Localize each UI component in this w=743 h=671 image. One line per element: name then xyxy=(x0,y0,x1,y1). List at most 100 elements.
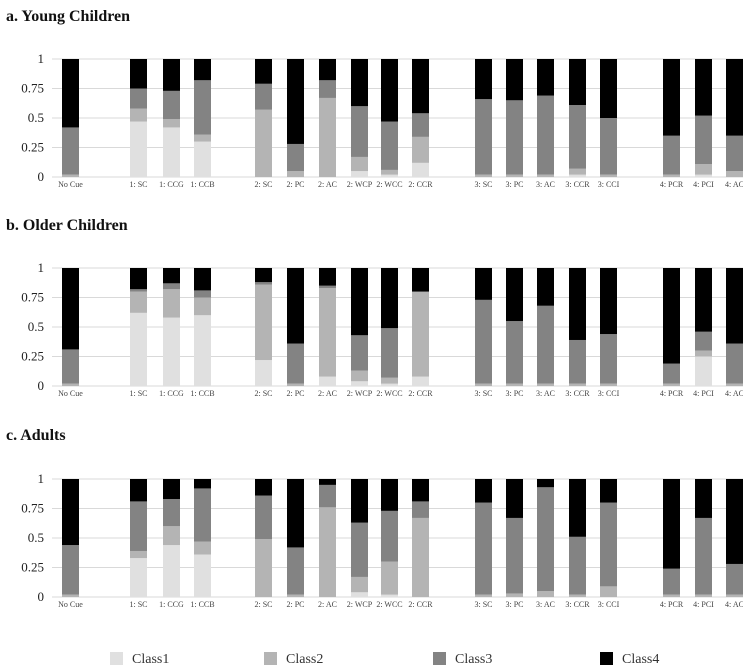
bar-segment-class4 xyxy=(569,59,586,106)
panel-3: c. Adults 0 0.25 0.5 0.75 1 No Cue 1: SC 1: CCG 1… xyxy=(6,427,743,609)
y-tick-label: 0.75 xyxy=(21,290,44,305)
bar-segment-class3 xyxy=(600,334,617,384)
bar-segment-class1 xyxy=(130,558,147,597)
y-tick-label: 0.25 xyxy=(21,349,44,364)
bar-segment-class2 xyxy=(194,297,211,316)
y-tick-label: 0 xyxy=(38,169,45,184)
bar-segment-class2 xyxy=(600,383,617,386)
bar-segment-class1 xyxy=(695,356,712,386)
category-label: 3: CCI xyxy=(598,600,620,609)
category-label: 4: AC xyxy=(725,600,743,609)
bar-segment-class2 xyxy=(130,108,147,122)
bar-segment-class4 xyxy=(163,268,180,284)
bar-segment-class4 xyxy=(569,479,586,537)
category-label: 3: AC xyxy=(536,180,555,189)
bar-segment-class4 xyxy=(600,59,617,118)
bar-segment-class2 xyxy=(726,594,743,597)
category-label: 1: CCB xyxy=(190,600,214,609)
category-label: 3: SC xyxy=(474,180,492,189)
bar-segment-class3 xyxy=(537,487,554,592)
bar-segment-class4 xyxy=(351,268,368,336)
category-label: 4: PCR xyxy=(660,600,684,609)
bar-segment-class2 xyxy=(726,383,743,386)
bar-segment-class3 xyxy=(506,321,523,384)
bar-segment-class2 xyxy=(475,174,492,177)
category-label: 3: CCI xyxy=(598,389,620,398)
bar-segment-class3 xyxy=(726,343,743,384)
category-label: 3: AC xyxy=(536,389,555,398)
bar-segment-class4 xyxy=(319,59,336,81)
category-label: 2: PC xyxy=(286,180,304,189)
legend-item-class1: Class1 xyxy=(110,652,169,667)
bar-segment-class4 xyxy=(62,479,79,546)
legend-swatch xyxy=(433,652,446,665)
bar-segment-class1 xyxy=(351,171,368,177)
category-label: 4: AC xyxy=(725,389,743,398)
bar-segment-class1 xyxy=(163,545,180,597)
bar-segment-class2 xyxy=(163,526,180,546)
bar-segment-class4 xyxy=(600,268,617,335)
panel-title: a. Young Children xyxy=(6,8,130,25)
bar-segment-class2 xyxy=(62,594,79,597)
bar-segment-class3 xyxy=(569,105,586,169)
bar-segment-class2 xyxy=(569,594,586,597)
category-label: 1: SC xyxy=(129,600,147,609)
bar-segment-class4 xyxy=(381,479,398,511)
category-label: 2: PC xyxy=(286,600,304,609)
bar-segment-class2 xyxy=(287,383,304,386)
bar-segment-class2 xyxy=(537,174,554,177)
bar-segment-class1 xyxy=(194,141,211,177)
bar-segment-class2 xyxy=(663,383,680,386)
bar-segment-class2 xyxy=(726,171,743,177)
bar-segment-class3 xyxy=(600,502,617,587)
bar-segment-class2 xyxy=(506,593,523,597)
category-label: 2: SC xyxy=(254,600,272,609)
bar-segment-class4 xyxy=(255,479,272,496)
bar-segment-class2 xyxy=(475,383,492,386)
bar-segment-class3 xyxy=(194,290,211,298)
bar-segment-class3 xyxy=(663,363,680,384)
bar-segment-class4 xyxy=(130,268,147,290)
category-label: No Cue xyxy=(58,389,83,398)
bar-segment-class1 xyxy=(130,121,147,177)
bar-segment-class3 xyxy=(351,335,368,371)
bar-segment-class4 xyxy=(569,268,586,340)
category-label: 1: SC xyxy=(129,389,147,398)
category-label: 3: PC xyxy=(505,389,523,398)
y-tick-label: 0 xyxy=(38,378,45,393)
bar-segment-class3 xyxy=(663,135,680,175)
bar-segment-class2 xyxy=(163,119,180,128)
bar-segment-class2 xyxy=(537,591,554,597)
bar-segment-class4 xyxy=(506,479,523,518)
category-label: 4: PCR xyxy=(660,180,684,189)
category-label: 2: CCR xyxy=(408,389,433,398)
bar-segment-class4 xyxy=(319,479,336,485)
bar-segment-class2 xyxy=(506,174,523,177)
bar-segment-class3 xyxy=(62,545,79,595)
bar-segment-class3 xyxy=(130,88,147,109)
bar-segment-class4 xyxy=(600,479,617,503)
bar-segment-class4 xyxy=(319,268,336,286)
y-tick-label: 0.5 xyxy=(28,319,44,334)
panel-title: b. Older Children xyxy=(6,217,128,234)
bar-segment-class4 xyxy=(287,268,304,344)
bar-segment-class4 xyxy=(130,479,147,502)
bar-segment-class2 xyxy=(319,97,336,177)
bar-segment-class4 xyxy=(255,59,272,84)
bar-segment-class4 xyxy=(381,59,398,122)
bar-segment-class2 xyxy=(506,383,523,386)
bar-segment-class3 xyxy=(62,127,79,175)
bar-segment-class3 xyxy=(194,488,211,542)
bar-segment-class4 xyxy=(695,268,712,332)
bar-segment-class4 xyxy=(695,479,712,518)
bar-segment-class3 xyxy=(726,563,743,595)
bar-segment-class4 xyxy=(163,479,180,500)
bar-segment-class1 xyxy=(381,383,398,386)
panel-2: b. Older Children 0 0.25 0.5 0.75 1 No Cue 1: S… xyxy=(6,217,743,398)
category-label: 3: PC xyxy=(505,600,523,609)
legend-swatch xyxy=(264,652,277,665)
bar-segment-class2 xyxy=(537,383,554,386)
category-label: 4: PCI xyxy=(693,600,714,609)
bar-segment-class4 xyxy=(194,59,211,81)
